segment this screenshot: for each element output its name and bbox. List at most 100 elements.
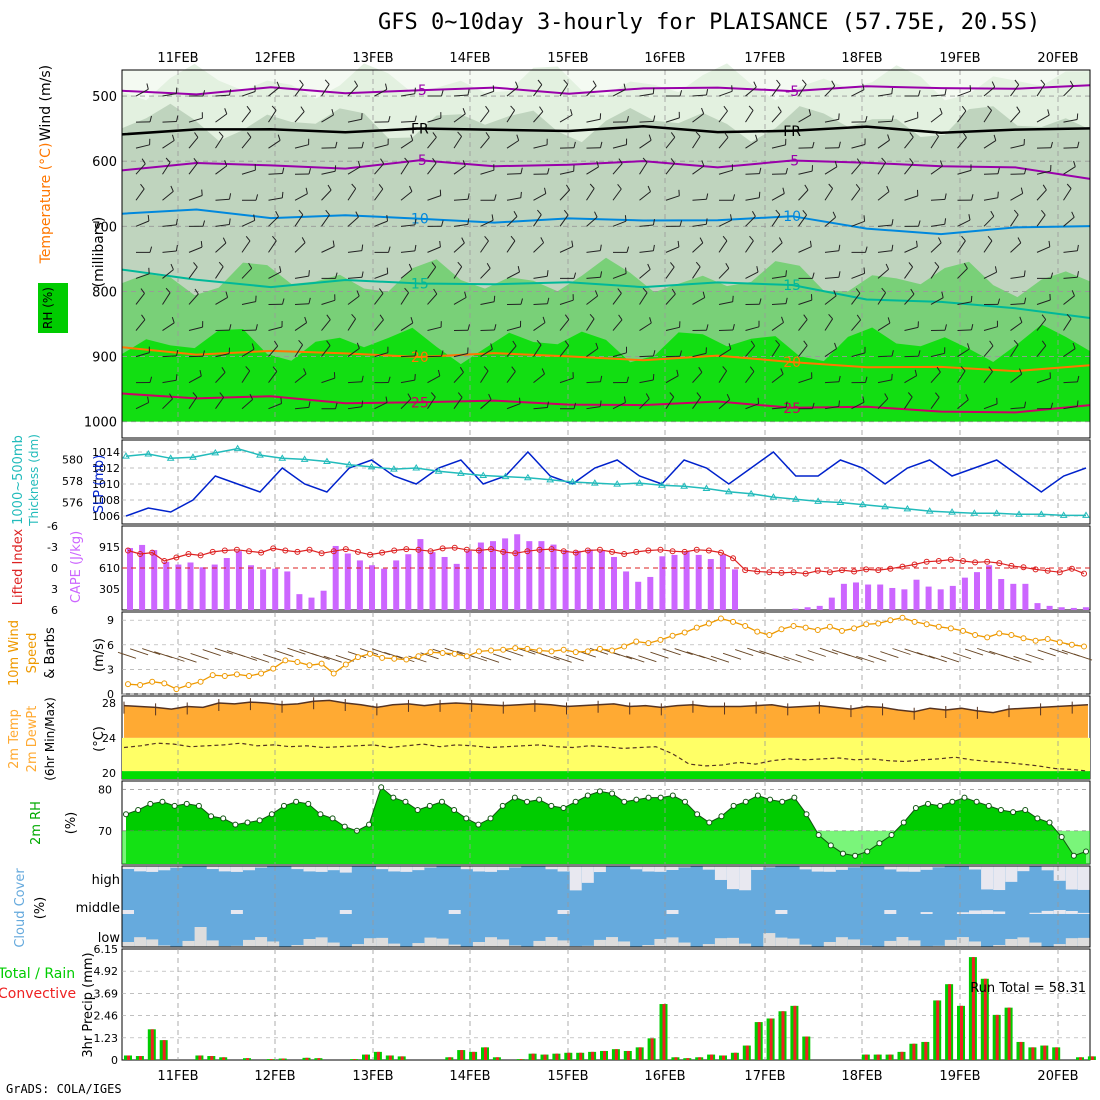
wind-barb — [904, 136, 914, 149]
li-marker — [342, 546, 349, 553]
wind-barb — [241, 240, 251, 253]
wind-barb-flag — [652, 244, 655, 251]
cloud-level-label: middle — [76, 901, 120, 916]
wind-speed-marker — [609, 647, 616, 654]
low-cloud-bar — [1077, 937, 1090, 947]
wind-barb — [851, 89, 865, 97]
wind-barb-flag — [192, 392, 198, 398]
precip-convective-bar — [376, 1051, 380, 1060]
wind-barb-flag — [936, 366, 941, 373]
cape-bar — [828, 597, 835, 610]
wind-barb — [983, 197, 998, 201]
rh-marker — [536, 796, 543, 803]
cape-bar — [840, 583, 847, 610]
cape-tick-label: 915 — [99, 541, 120, 554]
wind-barb-flag — [777, 106, 782, 112]
wind-barb — [162, 379, 177, 384]
surface-wind-barb — [880, 651, 899, 659]
wind-barb — [321, 84, 330, 97]
wind-barb — [188, 195, 203, 201]
precip-convective-bar — [519, 1059, 523, 1060]
wind-barb-flag — [176, 349, 179, 357]
wind-speed-marker — [669, 632, 676, 639]
wind-barb-flag — [537, 209, 542, 216]
wind-barb — [665, 195, 680, 201]
wind-barb-flag — [652, 373, 655, 381]
low-cloud-bar — [1005, 938, 1018, 947]
wind-barb-flag — [1076, 244, 1079, 251]
li-marker — [415, 546, 422, 553]
wind-barb-flag — [1072, 342, 1076, 349]
cape-bar — [526, 541, 533, 610]
wind-barb — [533, 193, 547, 201]
surface-wind-barb — [928, 655, 947, 663]
rh-marker — [706, 819, 713, 826]
cape-bar — [659, 556, 666, 610]
wind-barb — [771, 84, 781, 97]
wind-barb-flag — [834, 342, 837, 349]
date-tick-label-bottom: 14FEB — [449, 1069, 490, 1084]
cape-bar — [356, 560, 363, 610]
wind-barb-flag — [1013, 209, 1019, 216]
wind-speed-marker — [947, 625, 954, 632]
wind-barb — [639, 191, 651, 201]
wind-barb-flag — [748, 105, 754, 111]
wind-barb — [957, 348, 970, 358]
wind-barb-flag — [589, 183, 595, 189]
li-marker — [221, 547, 228, 554]
surface-wind-barb — [142, 648, 161, 655]
rh-marker — [524, 798, 531, 805]
wind-barb-flag — [994, 266, 998, 273]
high-cloud-bar — [1077, 866, 1090, 890]
wind-barb — [480, 110, 490, 123]
wind-barb — [957, 240, 966, 253]
rh-marker — [609, 790, 616, 797]
li-marker — [536, 546, 543, 553]
wind-barb-flag — [539, 106, 544, 112]
rh-marker — [937, 802, 944, 809]
slp-line — [125, 450, 1087, 517]
wind-barb — [559, 299, 574, 305]
rh-marker — [754, 792, 761, 799]
wind-barb-flag — [511, 366, 516, 372]
li-marker — [984, 558, 991, 565]
wind-barb — [586, 348, 599, 357]
low-cloud-bar — [182, 940, 195, 947]
li-marker — [742, 567, 749, 574]
wind-barb-flag — [1041, 340, 1047, 346]
isotherm-label: -5 — [413, 153, 427, 169]
precip-convective-bar — [579, 1052, 583, 1060]
wind-barb-flag — [200, 241, 203, 248]
thickness-marker — [144, 450, 153, 457]
wind-barb-flag — [327, 184, 332, 191]
wind-barb-flag — [934, 261, 940, 268]
low-cloud-bar — [823, 941, 836, 947]
rh-marker — [730, 802, 737, 809]
surface-wind-barb — [275, 650, 294, 657]
wind-barb-flag — [193, 158, 198, 164]
high-cloud-bar — [896, 866, 909, 872]
wind-barb-flag — [517, 265, 520, 273]
wind-barb — [904, 396, 913, 409]
wind-barb — [612, 319, 623, 331]
wind-barb — [480, 137, 490, 149]
wind-barb — [877, 322, 891, 331]
wind-barb — [215, 136, 224, 149]
wind-barb-flag — [856, 314, 862, 321]
wind-barb — [294, 344, 304, 357]
cape-bar — [804, 607, 811, 610]
wind-barb-flag — [728, 343, 732, 350]
wind-barb — [294, 322, 307, 331]
thickness-marker — [256, 451, 264, 458]
wind-barb — [559, 345, 570, 357]
rh-marker — [767, 796, 774, 803]
li-marker — [1008, 562, 1015, 569]
wind-barb-flag — [515, 81, 519, 88]
li-marker — [403, 546, 410, 553]
wind-barb-flag — [990, 210, 995, 217]
wind-barb — [533, 242, 544, 253]
wind-barb — [1010, 111, 1021, 123]
precip-tick-label: 4.92 — [94, 965, 119, 978]
high-cloud-bar — [485, 866, 497, 872]
wind-barb-flag — [404, 287, 409, 294]
